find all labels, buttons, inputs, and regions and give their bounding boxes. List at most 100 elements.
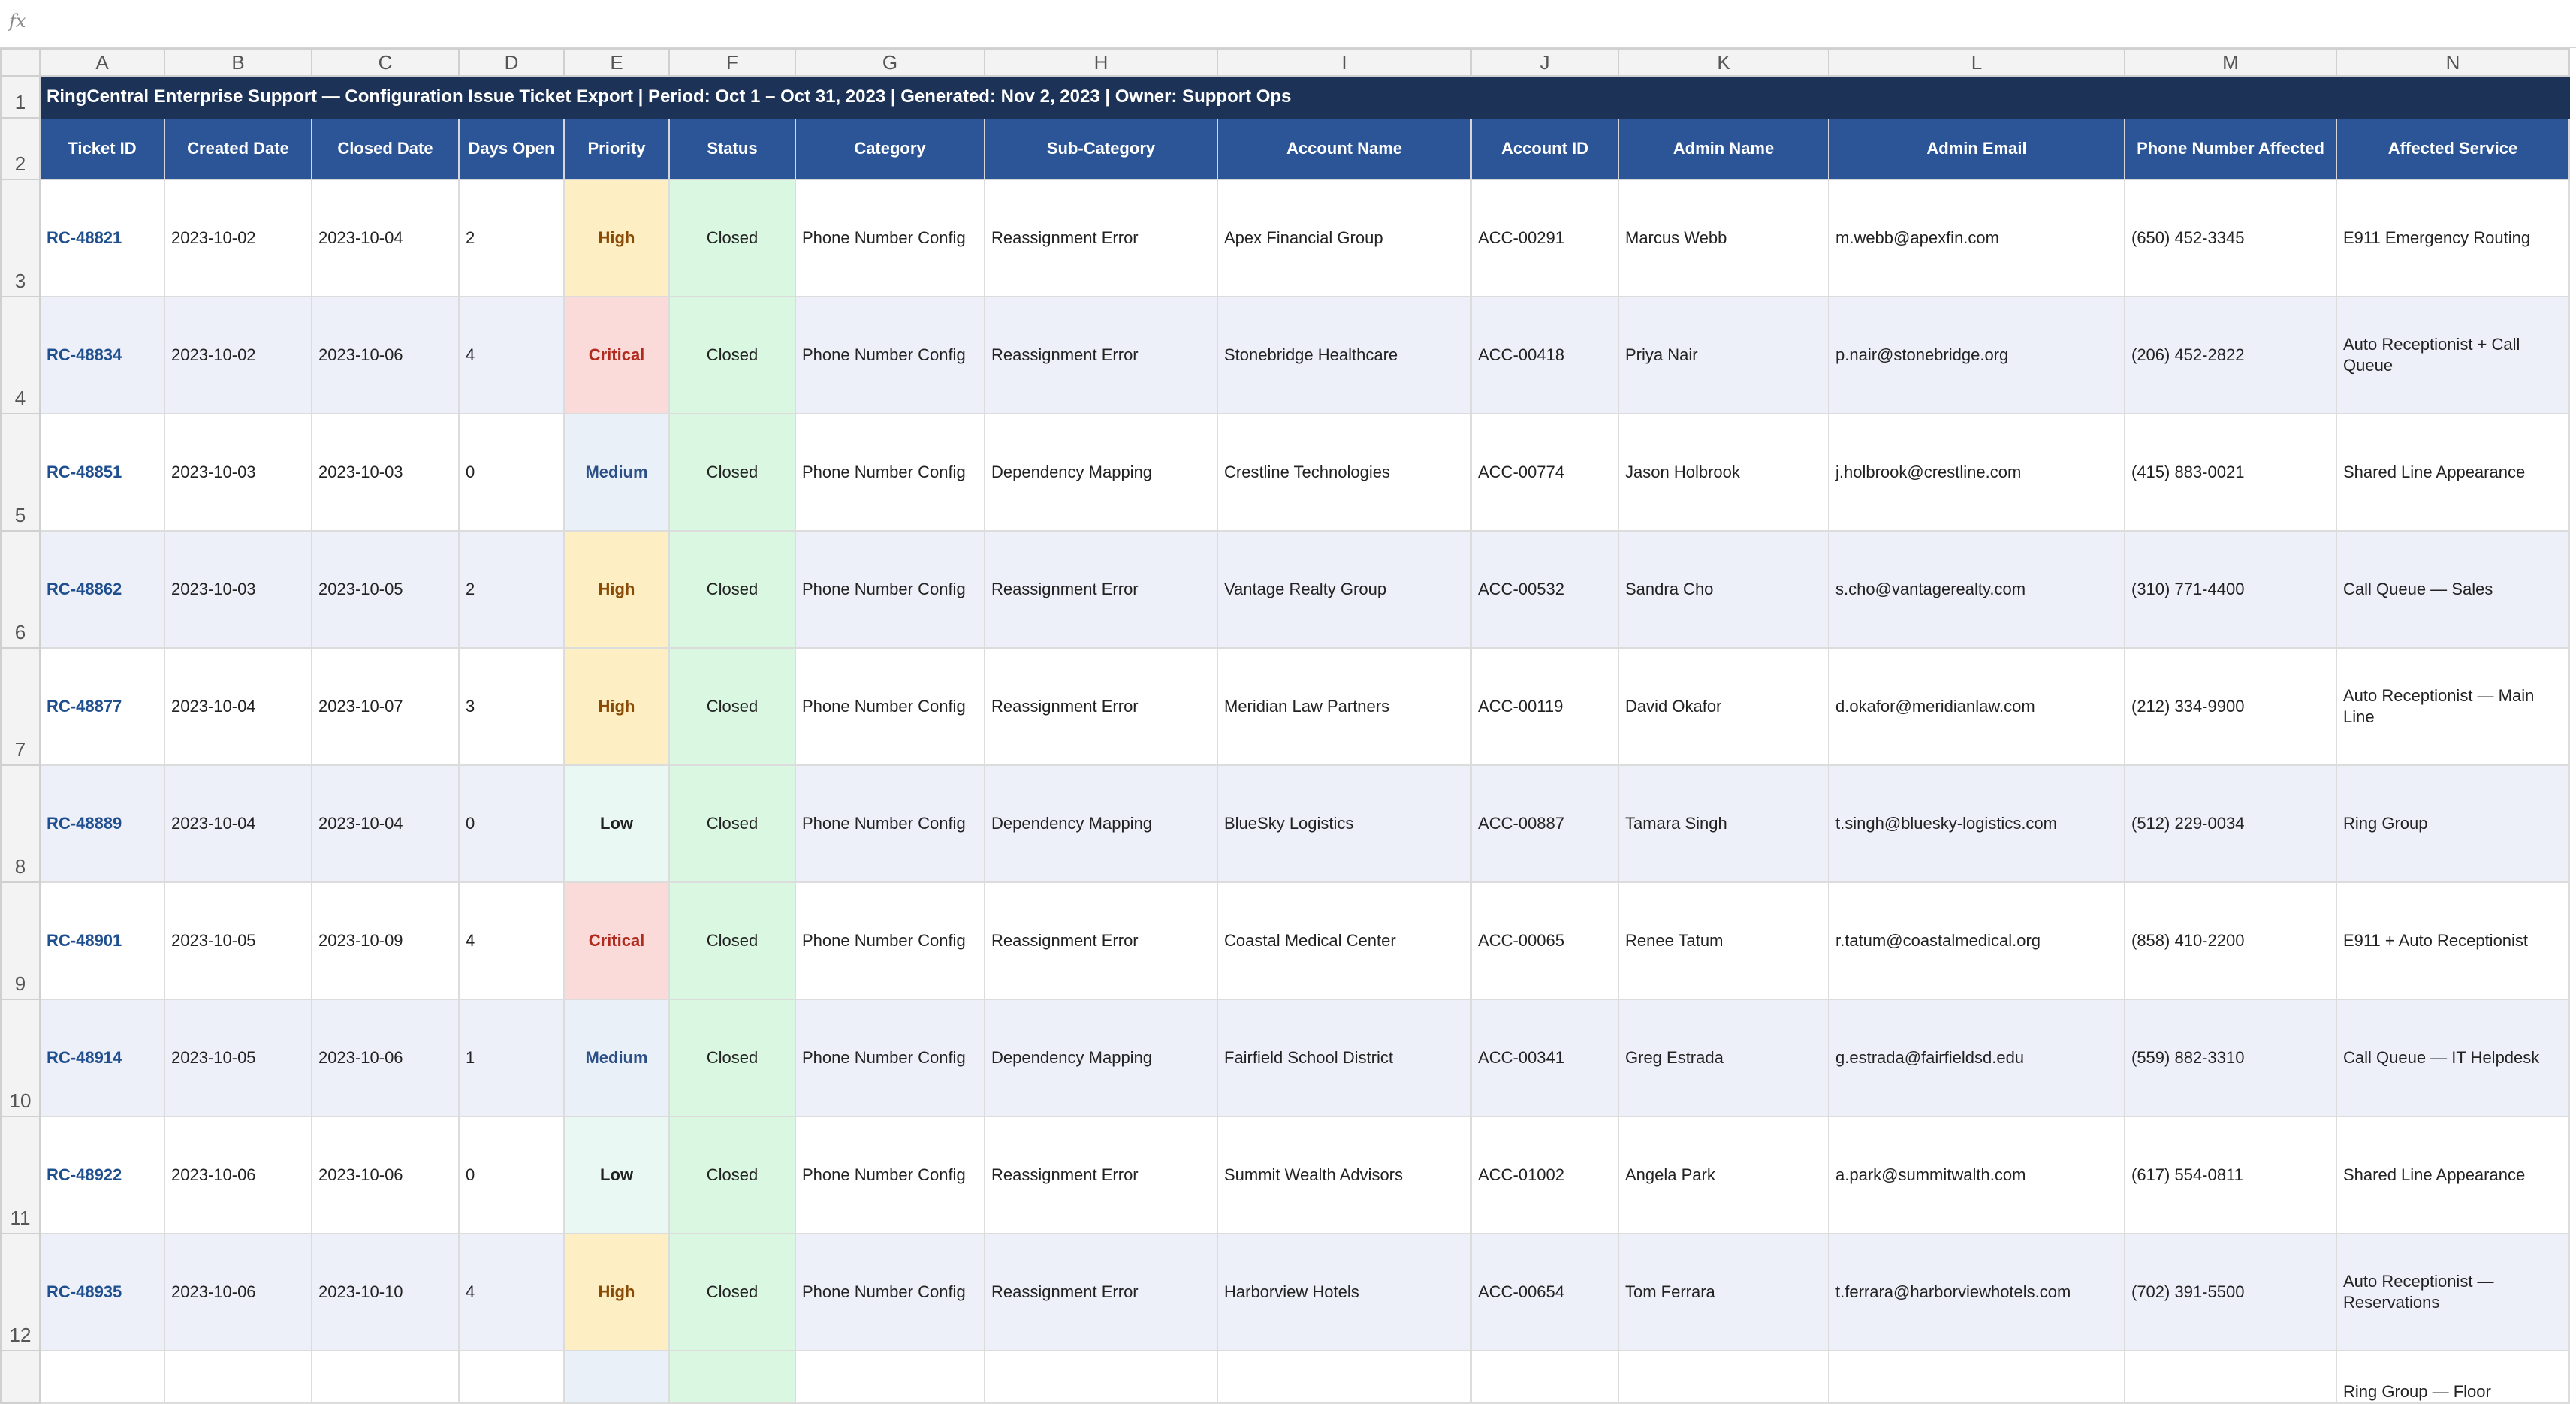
cell-days-open[interactable]: 2: [458, 179, 565, 297]
header-closed-date[interactable]: Closed Date: [311, 117, 460, 180]
cell-account-name[interactable]: [1217, 1350, 1472, 1404]
cell-status[interactable]: [668, 1350, 796, 1404]
column-header-f[interactable]: F: [668, 48, 796, 77]
cell-sub-category[interactable]: Reassignment Error: [984, 881, 1218, 1000]
cell-admin-name[interactable]: Greg Estrada: [1618, 999, 1829, 1117]
cell-account-name[interactable]: Vantage Realty Group: [1217, 530, 1472, 649]
cell-affected-service[interactable]: Auto Receptionist + Call Queue: [2336, 296, 2570, 414]
cell-phone-number[interactable]: (559) 882-3310: [2124, 999, 2337, 1117]
header-category[interactable]: Category: [795, 117, 985, 180]
cell-affected-service[interactable]: Ring Group: [2336, 764, 2570, 883]
cell-phone-number[interactable]: (310) 771-4400: [2124, 530, 2337, 649]
cell-admin-name[interactable]: Jason Holbrook: [1618, 413, 1829, 532]
cell-admin-name[interactable]: [1618, 1350, 1829, 1404]
cell-admin-email[interactable]: m.webb@apexfin.com: [1828, 179, 2125, 297]
cell-admin-email[interactable]: a.park@summitwalth.com: [1828, 1116, 2125, 1234]
row-header[interactable]: 9: [0, 881, 41, 1000]
cell-account-id[interactable]: ACC-00291: [1470, 179, 1619, 297]
cell-status[interactable]: Closed: [668, 296, 796, 414]
cell-category[interactable]: Phone Number Config: [795, 764, 985, 883]
column-header-j[interactable]: J: [1470, 48, 1619, 77]
header-days-open[interactable]: Days Open: [458, 117, 565, 180]
cell-category[interactable]: Phone Number Config: [795, 296, 985, 414]
cell-days-open[interactable]: 4: [458, 1233, 565, 1351]
cell-account-name[interactable]: Crestline Technologies: [1217, 413, 1472, 532]
cell-status[interactable]: Closed: [668, 179, 796, 297]
cell-account-id[interactable]: ACC-00341: [1470, 999, 1619, 1117]
cell-ticket-id[interactable]: RC-48901: [39, 881, 165, 1000]
column-header-m[interactable]: M: [2124, 48, 2337, 77]
cell-admin-name[interactable]: David Okafor: [1618, 647, 1829, 766]
cell-days-open[interactable]: 1: [458, 999, 565, 1117]
cell-admin-name[interactable]: Renee Tatum: [1618, 881, 1829, 1000]
header-account-name[interactable]: Account Name: [1217, 117, 1472, 180]
column-header-k[interactable]: K: [1618, 48, 1829, 77]
header-sub-category[interactable]: Sub-Category: [984, 117, 1218, 180]
cell-closed-date[interactable]: 2023-10-05: [311, 530, 460, 649]
cell-category[interactable]: Phone Number Config: [795, 647, 985, 766]
cell-phone-number[interactable]: (212) 334-9900: [2124, 647, 2337, 766]
cell-days-open[interactable]: 0: [458, 764, 565, 883]
cell-days-open[interactable]: 4: [458, 296, 565, 414]
cell-affected-service[interactable]: E911 + Auto Receptionist: [2336, 881, 2570, 1000]
cell-account-id[interactable]: ACC-00065: [1470, 881, 1619, 1000]
cell-sub-category[interactable]: Reassignment Error: [984, 530, 1218, 649]
cell-account-name[interactable]: Fairfield School District: [1217, 999, 1472, 1117]
column-header-d[interactable]: D: [458, 48, 565, 77]
cell-phone-number[interactable]: (512) 229-0034: [2124, 764, 2337, 883]
cell-closed-date[interactable]: 2023-10-04: [311, 179, 460, 297]
cell-affected-service[interactable]: Ring Group — Floor: [2336, 1350, 2570, 1404]
header-affected-service[interactable]: Affected Service: [2336, 117, 2570, 180]
row-header-1[interactable]: 1: [0, 75, 41, 119]
cell-admin-name[interactable]: Tamara Singh: [1618, 764, 1829, 883]
cell-priority[interactable]: [563, 1350, 670, 1404]
cell-account-id[interactable]: ACC-00418: [1470, 296, 1619, 414]
cell-category[interactable]: Phone Number Config: [795, 179, 985, 297]
cell-ticket-id[interactable]: RC-48851: [39, 413, 165, 532]
cell-admin-name[interactable]: Tom Ferrara: [1618, 1233, 1829, 1351]
cell-priority[interactable]: High: [563, 1233, 670, 1351]
column-header-a[interactable]: A: [39, 48, 165, 77]
cell-priority[interactable]: Medium: [563, 999, 670, 1117]
cell-ticket-id[interactable]: RC-48834: [39, 296, 165, 414]
cell-closed-date[interactable]: 2023-10-03: [311, 413, 460, 532]
report-title-cell[interactable]: RingCentral Enterprise Support — Configu…: [39, 75, 2570, 119]
row-header[interactable]: 6: [0, 530, 41, 649]
cell-account-id[interactable]: ACC-00119: [1470, 647, 1619, 766]
cell-days-open[interactable]: 3: [458, 647, 565, 766]
column-header-e[interactable]: E: [563, 48, 670, 77]
cell-account-name[interactable]: Harborview Hotels: [1217, 1233, 1472, 1351]
cell-category[interactable]: Phone Number Config: [795, 999, 985, 1117]
cell-affected-service[interactable]: Call Queue — IT Helpdesk: [2336, 999, 2570, 1117]
cell-closed-date[interactable]: 2023-10-09: [311, 881, 460, 1000]
cell-account-name[interactable]: Summit Wealth Advisors: [1217, 1116, 1472, 1234]
cell-days-open[interactable]: 4: [458, 881, 565, 1000]
cell-closed-date[interactable]: 2023-10-06: [311, 999, 460, 1117]
cell-created-date[interactable]: [164, 1350, 312, 1404]
cell-category[interactable]: Phone Number Config: [795, 413, 985, 532]
row-header[interactable]: 11: [0, 1116, 41, 1234]
cell-created-date[interactable]: 2023-10-04: [164, 764, 312, 883]
cell-sub-category[interactable]: Dependency Mapping: [984, 764, 1218, 883]
cell-priority[interactable]: High: [563, 530, 670, 649]
cell-status[interactable]: Closed: [668, 1116, 796, 1234]
cell-admin-email[interactable]: t.singh@bluesky-logistics.com: [1828, 764, 2125, 883]
cell-phone-number[interactable]: [2124, 1350, 2337, 1404]
header-created-date[interactable]: Created Date: [164, 117, 312, 180]
cell-affected-service[interactable]: E911 Emergency Routing: [2336, 179, 2570, 297]
cell-admin-email[interactable]: d.okafor@meridianlaw.com: [1828, 647, 2125, 766]
header-account-id[interactable]: Account ID: [1470, 117, 1619, 180]
row-header[interactable]: [0, 1350, 41, 1404]
row-header-2[interactable]: 2: [0, 117, 41, 180]
cell-created-date[interactable]: 2023-10-03: [164, 413, 312, 532]
column-header-l[interactable]: L: [1828, 48, 2125, 77]
cell-ticket-id[interactable]: RC-48862: [39, 530, 165, 649]
cell-admin-email[interactable]: j.holbrook@crestline.com: [1828, 413, 2125, 532]
cell-ticket-id[interactable]: RC-48935: [39, 1233, 165, 1351]
cell-sub-category[interactable]: Reassignment Error: [984, 1233, 1218, 1351]
cell-priority[interactable]: Low: [563, 764, 670, 883]
cell-days-open[interactable]: [458, 1350, 565, 1404]
cell-admin-name[interactable]: Sandra Cho: [1618, 530, 1829, 649]
cell-priority[interactable]: Critical: [563, 881, 670, 1000]
cell-closed-date[interactable]: 2023-10-04: [311, 764, 460, 883]
